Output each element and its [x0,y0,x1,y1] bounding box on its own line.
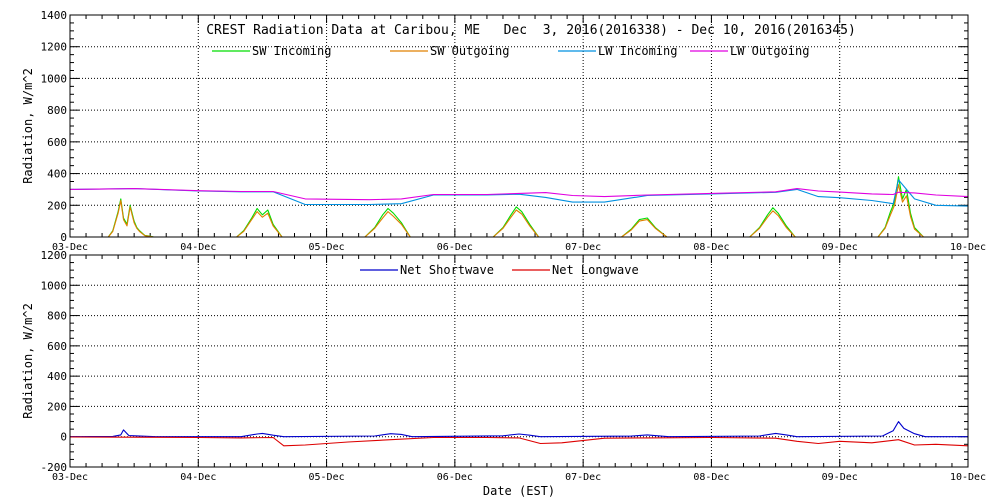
x-tick-label: 05-Dec [309,472,345,483]
series-line-lw-outgoing [69,188,969,201]
y-tick-label: 800 [47,104,67,117]
series-line-lw-incoming [69,179,969,207]
x-axis-label: Date (EST) [483,484,555,498]
y-tick-label: 1000 [41,279,68,292]
legend-entry: SW Outgoing [430,44,509,58]
y-tick-label: 800 [47,310,67,323]
bottom-panel: -200 0 200 400 600 800 1000 1200 03-Dec 04-Dec 05-… [21,249,986,498]
x-tick-label: 09-Dec [822,242,858,253]
x-tick-label: 10-Dec [950,242,986,253]
y-tick-label: 0 [60,431,67,444]
y-tick-label: 600 [47,136,67,149]
y-axis-label: Radiation, W/m^2 [21,68,35,184]
y-tick-label: 600 [47,340,67,353]
top-panel: 0 200 400 600 800 1000 1200 1400 03-Dec 04-Dec 05-… [21,9,986,253]
legend-entry: Net Longwave [552,263,639,277]
series-line-net-longwave [69,436,969,447]
plot-frame [69,14,969,238]
legend-entry: SW Incoming [252,44,331,58]
y-tick-label: 1400 [41,9,68,22]
chart-title: CREST Radiation Data at Caribou, ME Dec … [206,23,856,38]
y-tick-label: 400 [47,168,67,181]
y-tick-label: -200 [41,461,68,474]
x-tick-label: 07-Dec [565,242,601,253]
y-tick-label: 0 [60,231,67,244]
y-tick-label: 200 [47,199,67,212]
x-tick-label: 06-Dec [437,242,473,253]
x-tick-label: 10-Dec [950,472,986,483]
series-line-sw-outgoing [107,184,924,238]
x-tick-label: 07-Dec [565,472,601,483]
y-tick-label: 1200 [41,249,68,262]
y-tick-label: 400 [47,370,67,383]
plot-frame [69,254,969,468]
x-tick-label: 03-Dec [52,472,88,483]
x-tick-label: 08-Dec [693,242,729,253]
y-tick-label: 1200 [41,41,68,54]
series-line-sw-incoming [107,176,924,238]
x-tick-label: 09-Dec [822,472,858,483]
legend-entry: LW Outgoing [730,44,809,58]
x-tick-label: 05-Dec [309,242,345,253]
y-axis-label: Radiation, W/m^2 [21,303,35,419]
x-tick-label: 06-Dec [437,472,473,483]
x-tick-label: 04-Dec [180,472,216,483]
series-line-net-shortwave [69,421,968,438]
x-tick-label: 04-Dec [180,242,216,253]
legend-entry: Net Shortwave [400,263,494,277]
legend-entry: LW Incoming [598,44,677,58]
y-tick-label: 1000 [41,72,68,85]
x-tick-label: 08-Dec [693,472,729,483]
y-tick-label: 200 [47,400,67,413]
x-tick-label: 03-Dec [52,242,88,253]
